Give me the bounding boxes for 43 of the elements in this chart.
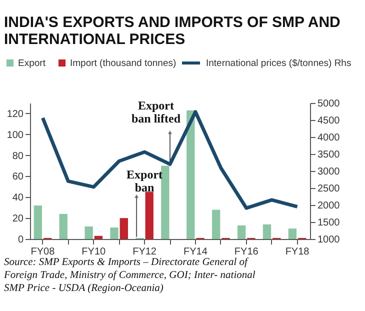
bar [110, 227, 118, 239]
legend-label: Export [18, 58, 46, 69]
bar [84, 226, 93, 239]
bar [237, 225, 246, 239]
y-tick-label: 100 [6, 130, 24, 141]
y-tick-label: 60 [12, 172, 24, 183]
x-tick-label: FY14 [184, 246, 208, 258]
bar [212, 210, 220, 239]
y2-tick-label: 2500 [318, 184, 340, 194]
bar [262, 224, 272, 239]
bar [34, 206, 42, 239]
x-tick-label: FY18 [285, 246, 310, 258]
y-tick-label: 120 [6, 108, 24, 120]
bar [59, 214, 68, 239]
x-tick-label: FY10 [82, 246, 106, 258]
y-tick-label: 20 [12, 214, 24, 225]
annotation: Export ban lifted [131, 98, 181, 126]
y2-tick-label: 2000 [318, 200, 340, 212]
bar [186, 110, 195, 239]
bar [288, 228, 297, 239]
line-series [40, 110, 300, 210]
y-tick-label: 0 [18, 234, 24, 246]
chart-title: INDIA'S EXPORTS AND IMPORTS OF SMP AND INTERNATIONAL PRICES [4, 14, 341, 48]
bar [94, 236, 103, 239]
legend-label: International prices ($/tonnes) Rhs [206, 58, 352, 69]
y2-tick-label: 4500 [318, 116, 340, 126]
legend-label: Import (thousand tonnes) [70, 58, 176, 69]
x-tick-label: FY16 [234, 246, 259, 258]
y2-tick-label: 3000 [318, 166, 340, 178]
y2-tick-label: 1000 [318, 234, 340, 246]
bar [145, 192, 154, 239]
bar [120, 218, 128, 239]
bar [161, 166, 170, 239]
y2-tick-label: 3500 [318, 150, 340, 160]
annotation: Export ban [126, 167, 163, 194]
y2-tick-label: 5000 [318, 98, 340, 110]
source-note: Source: SMP Exports & Imports – Directorate General of Foreign Trade, Ministry of Commerce, GOI; Inter- national SMP Price - USDA (Region-Oceania) [3, 257, 256, 294]
x-tick-label: FY12 [132, 246, 157, 258]
y-tick-label: 40 [12, 192, 24, 204]
y-tick-label: 80 [12, 150, 24, 162]
x-tick-label: FY08 [30, 246, 56, 258]
y2-tick-label: 4000 [318, 132, 340, 144]
y2-tick-label: 1500 [318, 218, 340, 228]
